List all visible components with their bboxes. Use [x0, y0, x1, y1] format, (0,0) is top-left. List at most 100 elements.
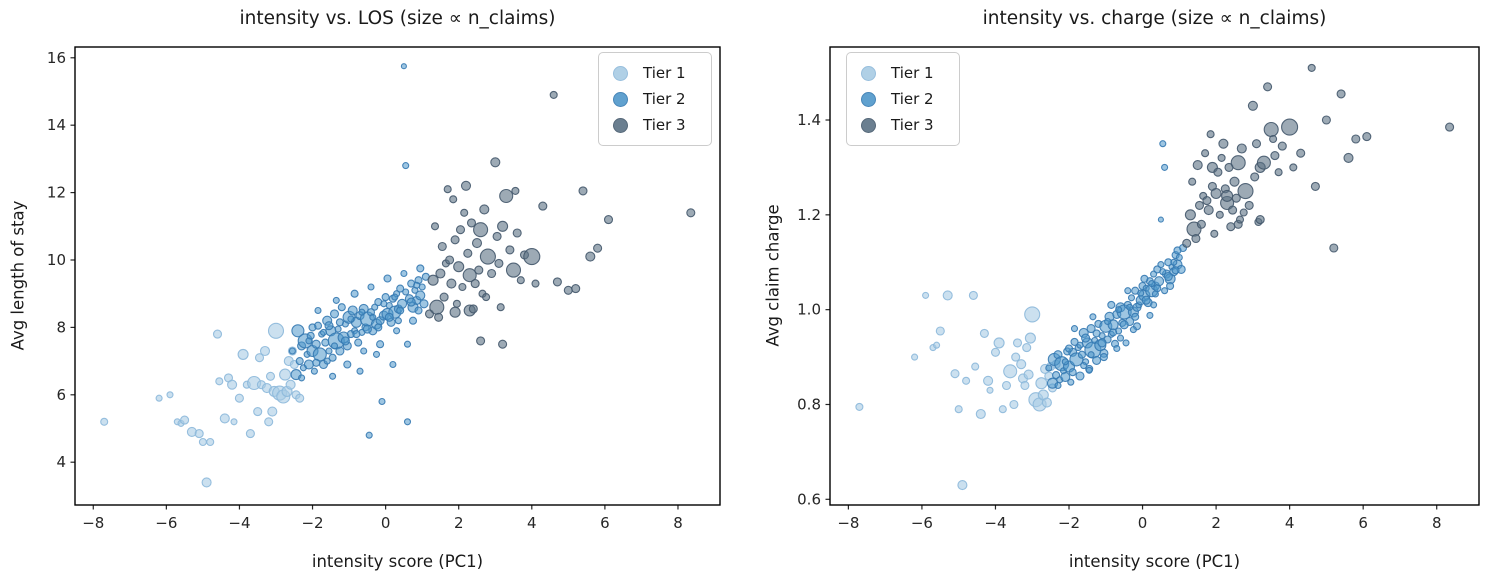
data-point	[215, 377, 224, 386]
data-point	[1159, 268, 1167, 276]
data-point	[1217, 153, 1226, 162]
data-point	[1115, 306, 1123, 314]
data-point	[329, 309, 340, 319]
data-point	[371, 303, 379, 311]
data-point	[1077, 350, 1086, 359]
data-point	[396, 284, 405, 293]
data-point	[347, 305, 358, 316]
data-point	[1097, 338, 1107, 348]
data-point	[473, 222, 489, 238]
data-point	[452, 299, 461, 308]
data-point	[1001, 380, 1012, 391]
data-point	[1154, 276, 1165, 287]
data-point	[1151, 290, 1159, 298]
data-point	[470, 279, 480, 289]
data-point	[419, 299, 429, 309]
data-point	[323, 357, 331, 365]
data-point	[1203, 205, 1214, 216]
data-point	[1109, 328, 1118, 337]
y-tick-label: 14	[47, 116, 66, 134]
data-point	[954, 405, 963, 414]
data-point	[1228, 205, 1238, 215]
legend-item-tier2: Tier 2	[609, 86, 701, 112]
data-point	[356, 367, 364, 375]
data-point	[1236, 143, 1247, 154]
data-point	[100, 417, 109, 426]
data-point	[993, 337, 1005, 349]
data-point	[1230, 155, 1246, 171]
data-point	[497, 220, 509, 232]
data-point	[998, 405, 1007, 414]
data-point	[403, 418, 412, 426]
data-point	[354, 338, 363, 347]
data-point	[516, 276, 525, 285]
data-point	[458, 282, 467, 292]
y-tick-label: 1.0	[797, 301, 821, 319]
x-tick-label: 0	[381, 514, 391, 532]
data-point	[1024, 332, 1036, 344]
data-point	[1336, 89, 1346, 99]
data-point	[1119, 320, 1129, 330]
data-point	[362, 324, 372, 334]
data-point	[1076, 341, 1084, 349]
data-point	[406, 297, 416, 307]
data-point	[1247, 100, 1258, 111]
data-point	[538, 201, 548, 211]
y-tick-label: 10	[47, 251, 66, 269]
x-tick-label: −2	[1058, 514, 1080, 532]
data-point	[1192, 160, 1203, 171]
data-point	[415, 290, 426, 301]
data-point	[201, 477, 212, 488]
data-point	[1099, 353, 1108, 362]
data-point	[408, 316, 418, 325]
y-tick-label: 0.8	[797, 395, 821, 413]
data-point	[1060, 371, 1071, 383]
data-point	[1012, 338, 1023, 348]
data-point	[1146, 311, 1154, 319]
data-point	[155, 394, 163, 402]
y-tick-label: 16	[47, 49, 66, 67]
y-tick-label: 0.6	[797, 490, 821, 508]
data-point	[1362, 132, 1372, 142]
legend-item-tier2: Tier 2	[857, 86, 949, 112]
data-point	[1085, 366, 1093, 374]
x-tick-label: −8	[82, 514, 104, 532]
data-point	[279, 368, 292, 381]
legend-label-tier3: Tier 3	[643, 116, 686, 134]
data-point	[253, 407, 263, 417]
data-point	[593, 243, 603, 253]
data-point	[1237, 183, 1254, 200]
data-point	[1126, 303, 1134, 311]
data-point	[1127, 294, 1136, 302]
data-point	[986, 386, 994, 394]
x-tick-label: −8	[837, 514, 859, 532]
data-point	[365, 431, 373, 439]
data-point	[1035, 377, 1048, 390]
data-point	[505, 262, 522, 278]
y-tick-label: 12	[47, 184, 66, 202]
data-point	[571, 284, 581, 294]
data-point	[446, 278, 457, 289]
data-point	[1141, 295, 1151, 305]
data-point	[1255, 215, 1265, 225]
data-point	[308, 323, 317, 332]
data-point	[369, 313, 377, 321]
data-point	[1067, 378, 1075, 386]
data-point	[1270, 151, 1280, 161]
data-point	[393, 327, 401, 335]
data-point	[975, 408, 986, 420]
data-point	[498, 339, 508, 349]
data-point	[1210, 187, 1222, 200]
data-point	[310, 367, 318, 375]
series-tier-3	[424, 90, 696, 349]
data-point	[1086, 324, 1096, 334]
data-point	[321, 338, 330, 347]
data-point	[983, 375, 994, 386]
data-point	[435, 268, 446, 279]
data-point	[494, 258, 504, 268]
data-point	[1064, 344, 1074, 353]
data-point	[1113, 344, 1121, 353]
data-point	[950, 369, 960, 379]
data-point	[1150, 301, 1158, 309]
data-point	[352, 330, 361, 339]
